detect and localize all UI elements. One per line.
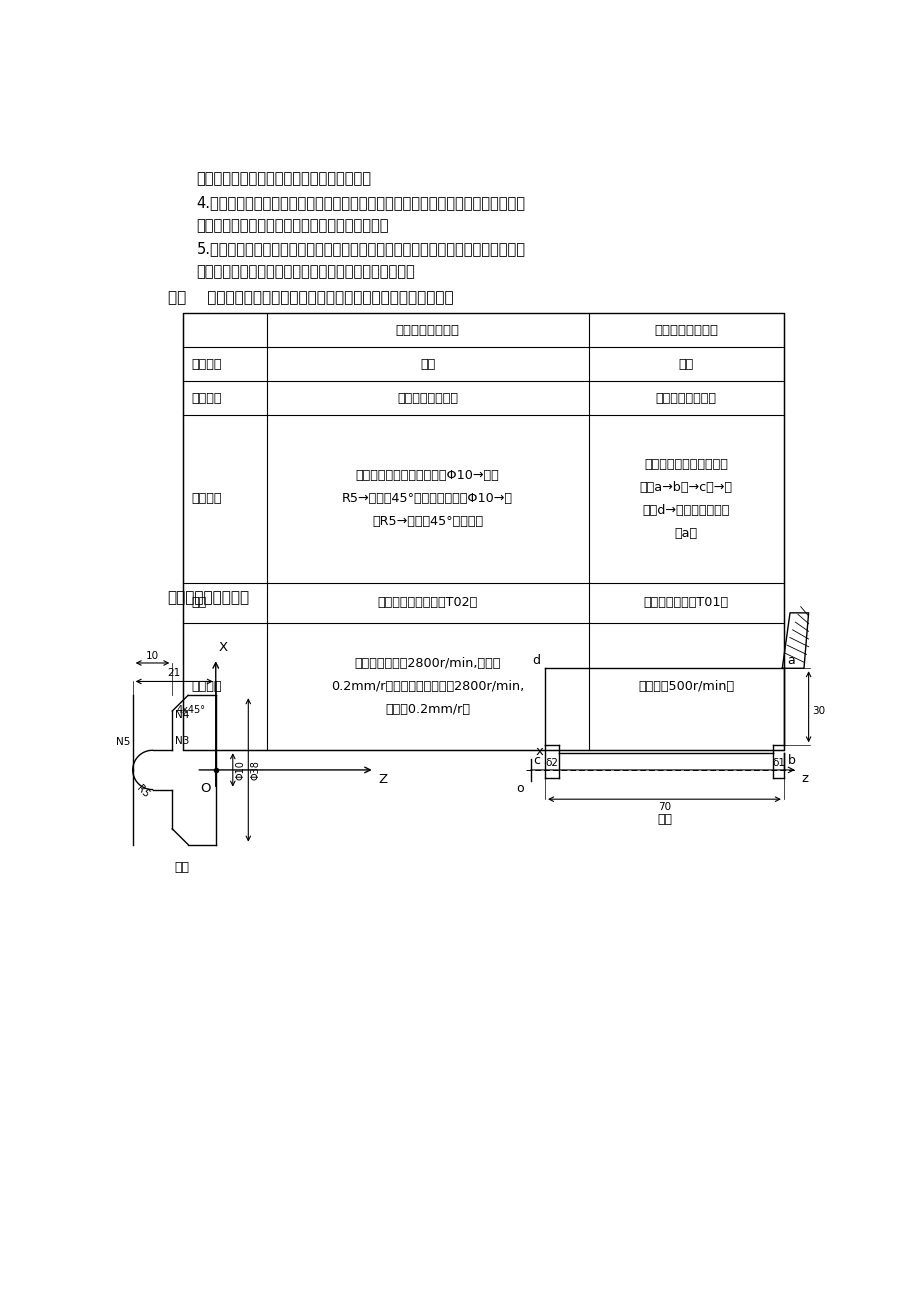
Text: 10: 10 — [146, 651, 159, 660]
Text: 置a）: 置a） — [674, 527, 697, 540]
Bar — [183, 314, 783, 750]
Text: x: x — [535, 745, 543, 758]
Text: 切削用量: 切削用量 — [191, 680, 221, 693]
Text: 4.这次实习，让我们明白做事要认真小心细致，不得有半点马虎。同时也培养了我们: 4.这次实习，让我们明白做事要认真小心细致，不得有半点马虎。同时也培养了我们 — [196, 195, 525, 210]
Text: a: a — [787, 654, 795, 667]
Text: 弧R5→端面⑅45°倒角）；: 弧R5→端面⑅45°倒角）； — [372, 516, 482, 529]
Text: R5→端面⑅45°倒角），精车（Φ10→圆: R5→端面⑅45°倒角），精车（Φ10→圆 — [342, 492, 513, 505]
Text: δ2: δ2 — [545, 758, 558, 768]
Text: 使用机床: 使用机床 — [191, 358, 221, 371]
Text: 二、    数控加工工艺分析（包括机床、刀具的选择，加工路线等）：: 二、 数控加工工艺分析（包括机床、刀具的选择，加工路线等）： — [167, 290, 453, 305]
Text: 三爺卡盘夹紧定位: 三爺卡盘夹紧定位 — [397, 392, 458, 405]
Text: 加工路线: 加工路线 — [191, 492, 221, 505]
Text: o: o — [516, 783, 524, 796]
Text: z: z — [800, 772, 807, 785]
Text: 进给量0.2mm/r）: 进给量0.2mm/r） — [385, 703, 470, 716]
Text: 粗车（主轴转速2800r/min,进给量: 粗车（主轴转速2800r/min,进给量 — [354, 656, 500, 669]
Text: b: b — [787, 754, 795, 767]
Text: N4: N4 — [176, 710, 189, 720]
Text: 位置a→b点→c点→快: 位置a→b点→c点→快 — [639, 480, 732, 493]
Text: Φ38: Φ38 — [250, 760, 260, 780]
Text: 工件二（如图二）: 工件二（如图二） — [653, 324, 718, 337]
Text: 速到d→快速回到初始位: 速到d→快速回到初始位 — [641, 504, 729, 517]
Text: 图二: 图二 — [656, 812, 671, 825]
Text: 0.2mm/r），精车（主轴转速2800r/min,: 0.2mm/r），精车（主轴转速2800r/min, — [331, 680, 524, 693]
Text: 坚强不屈的本质，不到最后一秒决不放弃的毅力！: 坚强不屈的本质，不到最后一秒决不放弃的毅力！ — [196, 217, 389, 233]
Text: O: O — [200, 783, 210, 796]
Text: 车右端面，循环粗车外圆（Φ10→圆弧: 车右端面，循环粗车外圆（Φ10→圆弧 — [356, 469, 499, 482]
Text: X: X — [219, 642, 228, 655]
Text: N3: N3 — [175, 737, 188, 746]
Text: 螺纹车刀（编号T01）: 螺纹车刀（编号T01） — [643, 596, 728, 609]
Text: Z: Z — [378, 773, 387, 786]
Text: c: c — [533, 754, 539, 767]
Text: δ1: δ1 — [771, 758, 784, 768]
Text: 车床: 车床 — [420, 358, 435, 371]
Text: 30: 30 — [811, 706, 824, 716]
Text: 循环车削螺纹（刀具初始: 循环车削螺纹（刀具初始 — [643, 458, 727, 471]
Text: 和爱护国家财产的自觉性，提高了我们的整体综合素质。: 和爱护国家财产的自觉性，提高了我们的整体综合素质。 — [196, 264, 414, 279]
Text: 车床: 车床 — [678, 358, 693, 371]
Text: 70: 70 — [657, 802, 670, 812]
Text: 4x45°: 4x45° — [176, 704, 205, 715]
Text: 主轴转速500r/min；: 主轴转速500r/min； — [638, 680, 733, 693]
Text: 工件一（如图一）: 工件一（如图一） — [395, 324, 460, 337]
Text: 装夹工具: 装夹工具 — [191, 392, 221, 405]
Text: 三、数控加工程序：: 三、数控加工程序： — [167, 591, 250, 605]
Text: 刀具: 刀具 — [191, 596, 206, 609]
Text: N5: N5 — [116, 737, 130, 747]
Text: 5.培养和锻炼了劳动观点、质量和经济观念，强化遵守劳动纪律、遵守安全技术规则: 5.培养和锻炼了劳动观点、质量和经济观念，强化遵守劳动纪律、遵守安全技术规则 — [196, 241, 525, 256]
Text: 21: 21 — [167, 668, 181, 678]
Text: Φ10: Φ10 — [235, 760, 244, 780]
Text: 外圆粗精车刀（编号T02）: 外圆粗精车刀（编号T02） — [377, 596, 477, 609]
Text: d: d — [532, 654, 539, 667]
Text: 三爺卡盘夹紧定位: 三爺卡盘夹紧定位 — [655, 392, 716, 405]
Text: 图一: 图一 — [175, 862, 189, 875]
Text: 加强了我的动手能力、创新意识和创新能力。: 加强了我的动手能力、创新意识和创新能力。 — [196, 172, 371, 186]
Text: R5: R5 — [134, 784, 151, 801]
